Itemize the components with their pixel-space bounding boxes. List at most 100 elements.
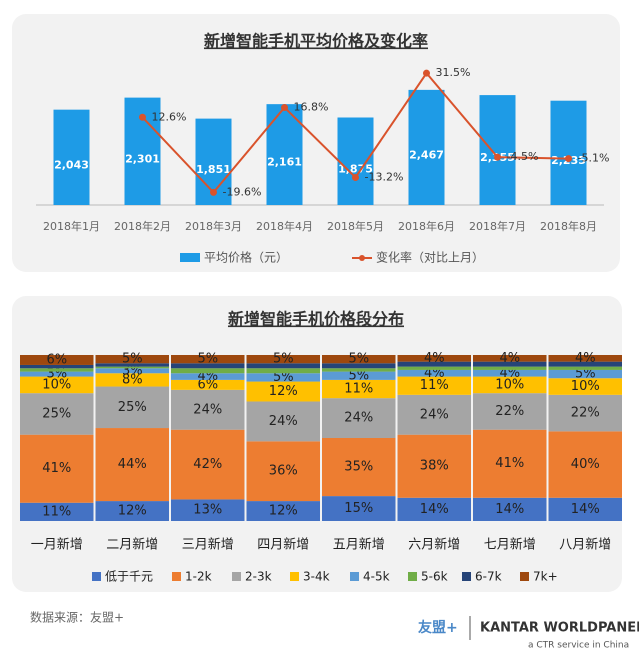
data-label: 5%: [348, 368, 369, 383]
data-label: 24%: [193, 402, 222, 417]
x-tick-label: 二月新增: [106, 537, 158, 553]
bar-segment: [397, 376, 471, 395]
bar-segment: [246, 368, 320, 374]
data-label: 2,043: [54, 158, 89, 171]
x-tick-label: 2018年5月: [327, 219, 384, 233]
logo: 友盟+: [418, 619, 458, 636]
x-tick-label: 2018年1月: [43, 219, 100, 233]
bar-segment: [20, 393, 94, 435]
bar-segment: [322, 496, 396, 521]
data-label: 12%: [269, 384, 298, 399]
bar-segment: [171, 379, 245, 390]
bar-segment: [171, 373, 245, 380]
bar-segment: [95, 501, 169, 521]
bar-segment: [95, 386, 169, 429]
data-label: 10%: [571, 379, 600, 394]
point: [281, 103, 288, 111]
data-label: 22%: [495, 404, 524, 419]
legend-label: 5-6k: [421, 570, 448, 584]
bar-segment: [322, 438, 396, 497]
bar-segment: [473, 361, 547, 367]
data-label: 11%: [420, 378, 449, 393]
x-tick-label: 一月新增: [31, 537, 83, 553]
data-label: 5%: [273, 352, 294, 367]
data-label: 4%: [499, 351, 520, 366]
data-label: 11%: [344, 382, 373, 397]
bar-segment: [246, 363, 320, 369]
bar-segment: [20, 368, 94, 372]
bar-segment: [397, 369, 471, 377]
bar-segment: [171, 499, 245, 521]
bar-segment: [397, 361, 471, 367]
x-tick-label: 八月新增: [559, 537, 611, 553]
data-label: 14%: [571, 502, 600, 517]
data-label: 6%: [46, 352, 67, 367]
legend-swatch: [92, 572, 101, 581]
data-label: 38%: [420, 459, 449, 474]
data-label: 4%: [575, 351, 596, 366]
point: [565, 155, 572, 163]
x-tick-label: 2018年4月: [256, 219, 313, 233]
bar-segment: [322, 371, 396, 380]
data-label: 8%: [122, 372, 143, 387]
bar-segment: [397, 434, 471, 498]
data-label: 24%: [344, 411, 373, 426]
legend-swatch: [408, 572, 417, 581]
bar-segment: [20, 355, 94, 365]
data-label: 13%: [193, 503, 222, 518]
bar-segment: [95, 366, 169, 369]
bar-segment: [473, 366, 547, 370]
data-label: 40%: [571, 457, 600, 472]
data-label: 12%: [269, 504, 298, 519]
x-tick-label: 2018年2月: [114, 219, 171, 233]
bar-segment: [548, 361, 622, 367]
data-label: 6%: [197, 377, 218, 392]
legend-label: 7k+: [533, 570, 558, 584]
data-label: 25%: [118, 400, 147, 415]
bar-segment: [397, 366, 471, 370]
bar-segment: [246, 381, 320, 402]
bar-segment: [548, 378, 622, 395]
legend-label: 2-3k: [245, 570, 272, 584]
bar-segment: [95, 428, 169, 502]
data-label: 16.8%: [294, 100, 329, 113]
data-label: 5%: [273, 370, 294, 385]
x-tick-label: 七月新增: [484, 537, 536, 553]
x-tick-label: 2018年7月: [469, 219, 526, 233]
bar: [479, 95, 516, 205]
bar-segment: [20, 376, 94, 394]
data-label: -5.1%: [578, 152, 610, 165]
legend-label: 1-2k: [185, 570, 212, 584]
bar-segment: [171, 429, 245, 500]
logo-sub: a CTR service in China: [528, 641, 629, 651]
data-label: 24%: [269, 414, 298, 429]
legend-swatch: [172, 572, 181, 581]
legend-label: 3-4k: [303, 570, 330, 584]
bar-segment: [95, 368, 169, 374]
card: [12, 14, 620, 272]
point: [139, 113, 146, 121]
data-label: 5%: [122, 352, 143, 367]
bar-segment: [473, 369, 547, 377]
data-label: -19.6%: [223, 185, 262, 198]
data-label: 2,467: [409, 148, 444, 161]
bar-segment: [473, 429, 547, 498]
bar-segment: [20, 502, 94, 521]
bar-segment: [322, 355, 396, 364]
data-label: 25%: [42, 406, 71, 421]
bar-segment: [20, 434, 94, 503]
bar-segment: [322, 379, 396, 399]
bar-segment: [548, 366, 622, 370]
data-label: 2,301: [125, 152, 160, 165]
bar-segment: [246, 355, 320, 364]
x-tick-label: 四月新增: [257, 537, 309, 553]
legend-swatch: [180, 253, 200, 262]
data-label: 31.5%: [436, 66, 471, 79]
data-label: 10%: [495, 377, 524, 392]
bar-segment: [246, 501, 320, 521]
data-label: 44%: [118, 457, 147, 472]
bar-segment: [246, 441, 320, 502]
bar-segment: [548, 497, 622, 521]
bar-segment: [246, 373, 320, 382]
logo: KANTAR WORLDPANEL: [480, 621, 639, 636]
